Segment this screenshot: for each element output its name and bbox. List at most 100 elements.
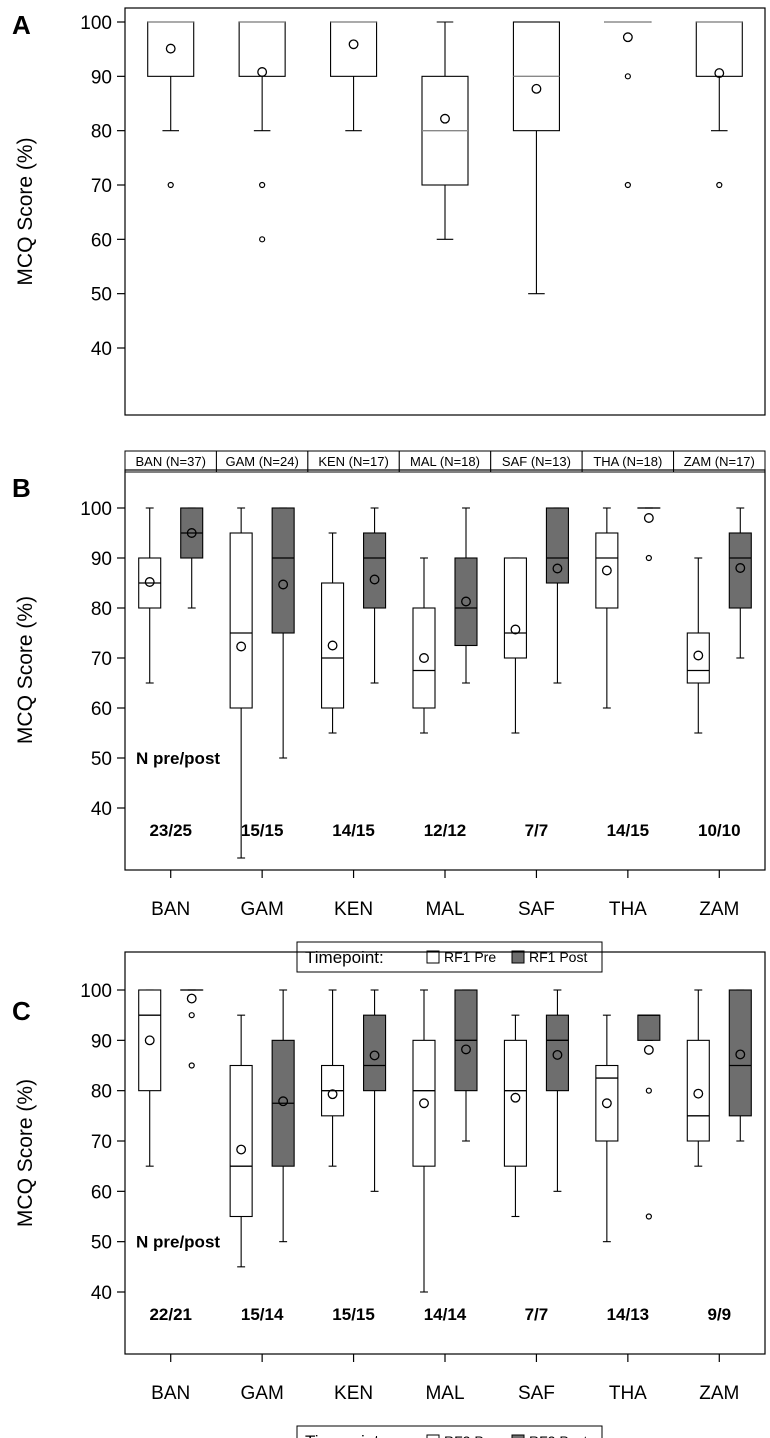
box-pre-3 <box>412 557 436 734</box>
panel-C: C 40 50 60 70 80 90 100 MCQ Score (%) BAN 22/21 GAM… <box>12 951 766 1438</box>
box-pre-1 <box>229 507 253 859</box>
mean-marker <box>327 640 338 651</box>
x-tick-label: MAL <box>425 1383 464 1404</box>
mean-marker <box>348 39 359 50</box>
legend: Timepoint: RF2 Pre RF2 Post <box>296 1425 603 1438</box>
mean-marker <box>236 1144 247 1155</box>
mean-marker <box>278 1096 289 1107</box>
legend-swatch-post <box>511 950 525 964</box>
box-4 <box>512 21 560 295</box>
box <box>686 632 710 684</box>
n-label: 10/10 <box>698 821 741 840</box>
panel-A: A 40 50 60 70 80 90 100 MCQ Score (%) BAN (N=37) G… <box>12 7 766 473</box>
outlier-point <box>167 181 174 189</box>
panel-label: B <box>12 473 31 503</box>
outlier-point <box>259 181 266 189</box>
outlier-point <box>624 73 631 80</box>
strip-label: GAM (N=24) <box>225 454 298 469</box>
y-tick-label: 90 <box>91 549 112 570</box>
box <box>229 1064 253 1218</box>
mean-marker <box>278 579 289 590</box>
mean-marker <box>531 83 542 94</box>
box-post-2 <box>363 507 387 684</box>
box-pre-2 <box>321 532 345 734</box>
y-tick-label: 80 <box>91 599 112 620</box>
box <box>728 989 752 1117</box>
strip-label: ZAM (N=17) <box>684 454 755 469</box>
outlier-point <box>259 236 266 243</box>
box-6 <box>695 21 743 189</box>
y-tick-label: 80 <box>91 122 112 143</box>
y-tick-label: 70 <box>91 1132 112 1153</box>
strip-label: SAF (N=13) <box>502 454 571 469</box>
box-post-2 <box>363 989 387 1192</box>
x-tick-label: THA <box>609 899 647 920</box>
box <box>503 557 527 659</box>
strip-label: BAN (N=37) <box>135 454 205 469</box>
box-pre-1 <box>229 1014 253 1268</box>
y-tick-label: 60 <box>91 699 112 720</box>
box-pre-5 <box>595 1014 619 1243</box>
box-post-0 <box>180 507 204 609</box>
mean-marker <box>144 577 155 587</box>
y-tick-label: 50 <box>91 285 112 306</box>
y-tick-label: 60 <box>91 230 112 251</box>
legend-label-pre: RF2 Pre <box>444 1433 496 1438</box>
n-label: 22/21 <box>149 1305 192 1324</box>
y-tick-label: 90 <box>91 1031 112 1052</box>
box-post-0 <box>180 989 204 1069</box>
box-post-1 <box>271 507 295 759</box>
box-0 <box>147 21 195 189</box>
mean-marker <box>622 32 633 43</box>
outlier-point <box>645 1213 652 1220</box>
box-post-4 <box>545 989 569 1192</box>
box-pre-2 <box>321 989 345 1167</box>
x-tick-label: THA <box>609 1383 647 1404</box>
box <box>503 1039 527 1167</box>
panel-B: B 40 50 60 70 80 90 100 MCQ Score (%) BAN 23/25 GAM… <box>12 469 766 973</box>
strip-label: MAL (N=18) <box>410 454 480 469</box>
box <box>271 507 295 634</box>
mean-marker <box>714 68 725 79</box>
mean-marker <box>369 574 380 585</box>
mean-marker <box>327 1089 338 1100</box>
box <box>138 989 162 1092</box>
mean-marker <box>461 1044 471 1055</box>
mean-marker <box>186 993 197 1004</box>
box <box>595 532 619 609</box>
y-tick-label: 100 <box>80 499 112 520</box>
n-label: 12/12 <box>424 821 467 840</box>
mean-marker <box>419 653 429 663</box>
box-pre-4 <box>503 557 527 734</box>
box-post-6 <box>728 507 752 659</box>
box <box>412 607 436 709</box>
box <box>545 1014 569 1092</box>
box-3 <box>421 21 469 240</box>
mean-marker <box>236 641 247 652</box>
mean-marker <box>257 67 268 77</box>
y-tick-label: 80 <box>91 1082 112 1103</box>
y-tick-label: 70 <box>91 176 112 197</box>
legend-swatch-pre <box>426 950 440 964</box>
plot-frame <box>124 469 766 871</box>
y-tick-label: 50 <box>91 1233 112 1254</box>
box-1 <box>238 21 286 243</box>
box <box>545 507 569 584</box>
mean-marker <box>144 1035 155 1046</box>
mean-marker <box>186 528 197 538</box>
y-axis-label: MCQ Score (%) <box>14 137 37 285</box>
box-2 <box>330 21 378 132</box>
legend-label-post: RF1 Post <box>529 949 587 965</box>
box-pre-4 <box>503 1014 527 1218</box>
legend-label-pre: RF1 Pre <box>444 949 496 965</box>
mean-marker <box>461 596 471 607</box>
box <box>363 532 387 609</box>
y-tick-label: 100 <box>80 981 112 1002</box>
y-tick-label: 40 <box>91 799 112 820</box>
y-axis-label: MCQ Score (%) <box>14 596 37 744</box>
mean-marker <box>552 563 563 574</box>
n-label: 15/14 <box>241 1305 284 1324</box>
y-tick-label: 50 <box>91 749 112 770</box>
box-post-4 <box>545 507 569 684</box>
strip-label: KEN (N=17) <box>318 454 388 469</box>
